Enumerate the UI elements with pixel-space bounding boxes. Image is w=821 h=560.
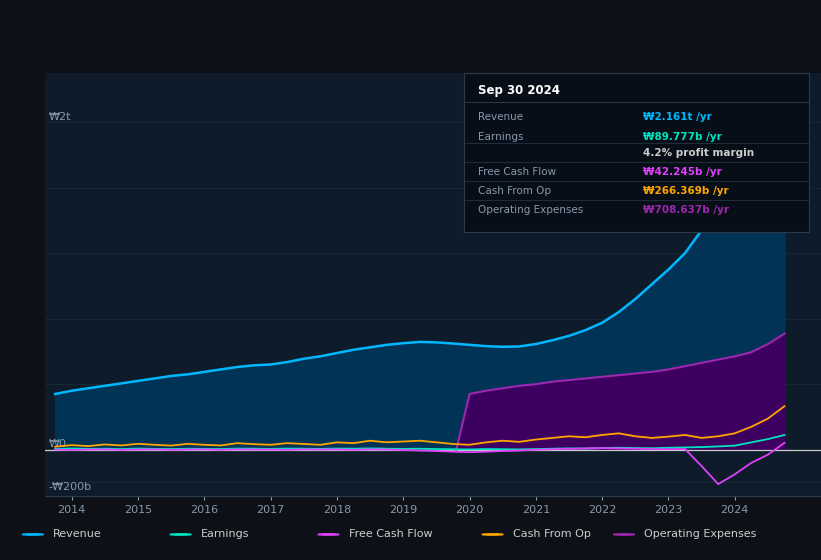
Text: Earnings: Earnings [201, 529, 250, 539]
Circle shape [613, 534, 635, 535]
Text: ₩89.777b /yr: ₩89.777b /yr [643, 132, 722, 142]
Text: Revenue: Revenue [478, 113, 523, 123]
Text: Operating Expenses: Operating Expenses [478, 205, 583, 215]
Text: ₩42.245b /yr: ₩42.245b /yr [643, 167, 722, 177]
Text: Cash From Op: Cash From Op [513, 529, 591, 539]
Text: ₩2t: ₩2t [48, 112, 71, 122]
Text: Free Cash Flow: Free Cash Flow [478, 167, 556, 177]
Circle shape [482, 534, 503, 535]
Text: -₩200b: -₩200b [48, 483, 92, 492]
Text: ₩708.637b /yr: ₩708.637b /yr [643, 205, 729, 215]
Text: Earnings: Earnings [478, 132, 523, 142]
Circle shape [318, 534, 339, 535]
Text: Free Cash Flow: Free Cash Flow [349, 529, 433, 539]
Text: Revenue: Revenue [53, 529, 102, 539]
Text: 4.2% profit margin: 4.2% profit margin [643, 148, 754, 157]
Text: Cash From Op: Cash From Op [478, 186, 551, 196]
Circle shape [22, 534, 44, 535]
Text: ₩266.369b /yr: ₩266.369b /yr [643, 186, 729, 196]
Text: Operating Expenses: Operating Expenses [644, 529, 757, 539]
Text: ₩0: ₩0 [48, 439, 67, 449]
Circle shape [170, 534, 191, 535]
Text: ₩2.161t /yr: ₩2.161t /yr [643, 113, 712, 123]
Text: Sep 30 2024: Sep 30 2024 [478, 84, 560, 97]
